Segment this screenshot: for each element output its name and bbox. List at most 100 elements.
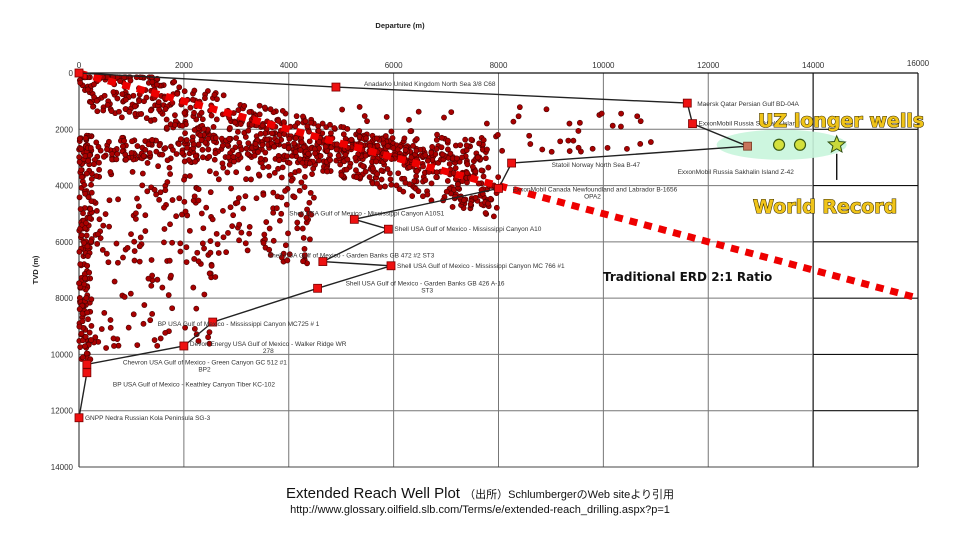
scatter-point (589, 145, 596, 152)
world-record-star-icon (826, 134, 847, 154)
scatter-point (285, 230, 291, 237)
scatter-point (108, 108, 115, 114)
scatter-point (227, 125, 233, 131)
scatter-point (394, 146, 401, 153)
scatter-point (157, 335, 164, 342)
scatter-point (100, 222, 107, 229)
scatter-point (82, 153, 89, 159)
scatter-point (415, 108, 422, 115)
scatter-point (136, 258, 143, 265)
scatter-point (609, 122, 616, 129)
scatter-point (213, 230, 220, 237)
scatter-point (181, 198, 188, 205)
scatter-point (93, 208, 100, 214)
scatter-point (98, 326, 105, 332)
caption-title-line: Extended Reach Well Plot （出所）Schlumberge… (0, 485, 960, 502)
scatter-point (373, 135, 380, 142)
scatter-point (76, 323, 83, 330)
scatter-point (220, 234, 227, 241)
scatter-point (235, 195, 242, 201)
scatter-point (79, 318, 86, 325)
scatter-point (482, 210, 489, 216)
record-well-marker (74, 413, 84, 423)
scatter-point (206, 168, 213, 175)
world-record-label: World Record (753, 196, 897, 218)
scatter-point (618, 123, 624, 130)
scatter-point (182, 324, 189, 331)
scatter-point (76, 135, 83, 142)
record-well-marker (318, 257, 328, 266)
scatter-point (396, 186, 403, 193)
scatter-point (327, 157, 334, 164)
scatter-point (319, 120, 326, 127)
scatter-point (85, 158, 91, 164)
scatter-point (131, 248, 138, 254)
scatter-point (77, 206, 84, 212)
scatter-point (183, 259, 190, 266)
scatter-point (312, 150, 318, 157)
scatter-point (153, 148, 160, 155)
well-label: ExxonMobil Russia Sakhalin Island (699, 121, 801, 128)
scatter-point (383, 114, 390, 120)
record-well-marker (743, 141, 752, 151)
scatter-point (487, 195, 494, 202)
scatter-point (566, 120, 573, 127)
scatter-point (384, 143, 391, 150)
scatter-point (215, 250, 222, 256)
scatter-point (115, 259, 121, 266)
scatter-point (527, 141, 534, 147)
scatter-point (557, 138, 564, 145)
scatter-point (92, 334, 99, 341)
scatter-point (415, 188, 422, 195)
scatter-point (378, 176, 385, 183)
scatter-point (83, 220, 89, 226)
scatter-point (356, 128, 363, 134)
scatter-point (598, 110, 605, 117)
scatter-point (209, 216, 216, 223)
scatter-point (618, 110, 625, 117)
scatter-point (113, 240, 120, 247)
scatter-point (122, 156, 129, 163)
scatter-point (276, 217, 283, 224)
scatter-point (148, 257, 155, 263)
caption-title: Extended Reach Well Plot (285, 485, 460, 502)
scatter-point (324, 168, 331, 175)
scatter-point (88, 296, 95, 303)
uz-highlight (716, 129, 847, 180)
scatter-point (131, 238, 138, 245)
scatter-point (283, 201, 290, 208)
scatter-point (203, 204, 210, 211)
scatter-point (77, 261, 84, 268)
scatter-point (78, 167, 85, 173)
scatter-point (304, 206, 310, 213)
scatter-point (148, 282, 155, 289)
scatter-point (82, 190, 89, 197)
scatter-point (82, 135, 89, 142)
scatter-point (298, 211, 304, 218)
scatter-point (93, 173, 100, 179)
scatter-point (133, 210, 139, 217)
scatter-point (299, 159, 306, 166)
scatter-point (83, 294, 90, 301)
scatter-point (429, 143, 436, 150)
scatter-point (493, 204, 500, 211)
scatter-point (240, 205, 247, 212)
scatter-point (191, 325, 198, 332)
scatter-point (288, 177, 295, 184)
x-tick-label: 6000 (385, 61, 403, 70)
scatter-point (457, 142, 464, 149)
scatter-point (95, 143, 102, 150)
scatter-point (144, 188, 151, 195)
well-label: GNPP Nedra Russian Kola Peninsula SG-3 (85, 415, 211, 422)
scatter-point (82, 333, 89, 340)
scatter-point (604, 144, 611, 151)
scatter-point (515, 113, 522, 120)
scatter-point (206, 340, 213, 347)
scatter-point (485, 164, 492, 171)
scatter-point (334, 141, 340, 148)
scatter-point (478, 167, 485, 174)
scatter-point (117, 78, 123, 85)
scatter-point (265, 163, 272, 170)
scatter-point (226, 135, 233, 142)
scatter-point (291, 194, 298, 201)
